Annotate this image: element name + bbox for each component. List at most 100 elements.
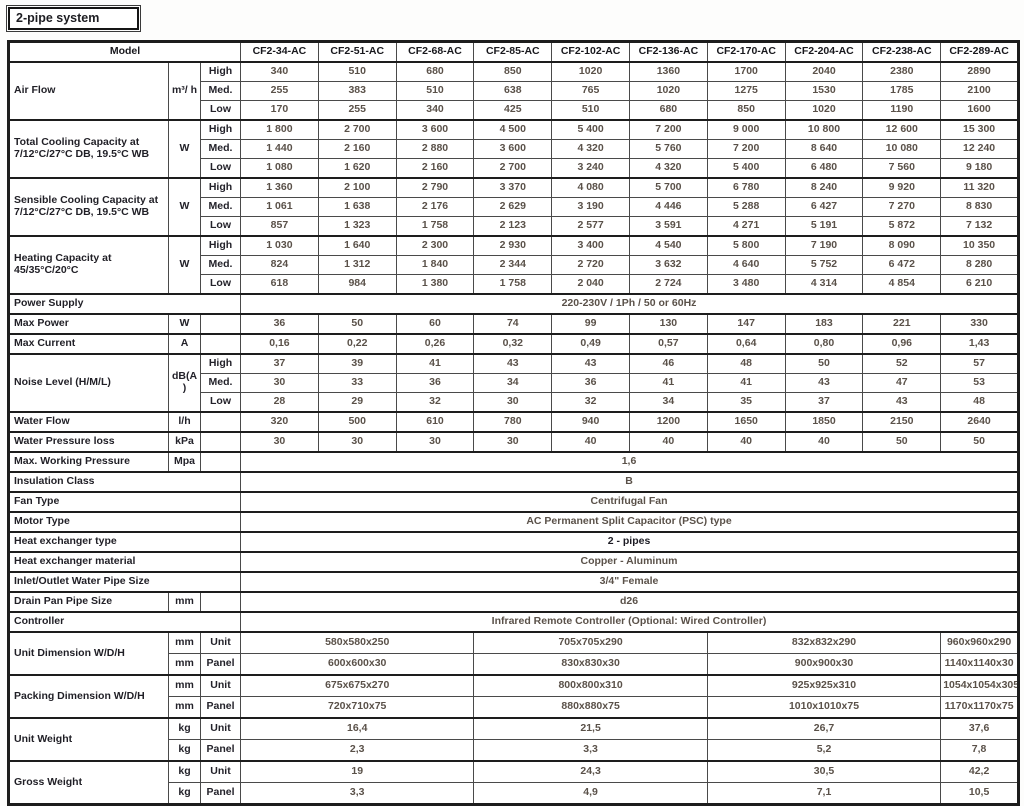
value-cell: 3 591 [629, 216, 708, 237]
value-cell: 1650 [706, 411, 786, 433]
value-cell: 425 [473, 100, 553, 121]
value-cell: 7 560 [862, 158, 942, 179]
speed-cell: Low [199, 274, 242, 295]
value-cell: 35 [706, 392, 786, 413]
group-value-cell: 675x675x270 [240, 674, 475, 697]
value-cell: 1 758 [473, 274, 553, 295]
model-column-header: CF2-68-AC [395, 40, 475, 63]
row-label: Max. Working Pressure [8, 451, 169, 473]
speed-cell: High [199, 119, 242, 140]
value-cell: 3 600 [473, 139, 553, 159]
span-value-cell: 3/4" Female [240, 571, 1019, 593]
model-column-header: CF2-136-AC [629, 40, 708, 63]
value-cell: 1850 [784, 411, 864, 433]
value-cell: 5 872 [862, 216, 942, 237]
value-cell: 680 [395, 61, 475, 82]
value-cell: 7 200 [629, 119, 708, 140]
value-cell: 4 500 [473, 119, 553, 140]
value-cell: 6 210 [940, 274, 1019, 295]
value-cell: 850 [473, 61, 553, 82]
value-cell: 9 000 [706, 119, 786, 140]
speed-cell [199, 411, 242, 433]
value-cell: 1 312 [317, 255, 397, 275]
unit-cell: W [168, 119, 201, 179]
span-value-cell: 2 - pipes [240, 531, 1019, 553]
value-cell: 5 800 [706, 235, 786, 256]
value-cell: 984 [317, 274, 397, 295]
unit-panel-tag-cell: Panel [199, 739, 242, 762]
value-cell: 510 [551, 100, 630, 121]
value-cell: 2 700 [473, 158, 553, 179]
value-cell: 12 600 [862, 119, 942, 140]
value-cell: 765 [551, 81, 630, 101]
value-cell: 2890 [940, 61, 1019, 82]
speed-cell: High [199, 177, 242, 198]
value-cell: 2 176 [395, 197, 475, 217]
value-cell: 43 [784, 373, 864, 393]
value-cell: 618 [240, 274, 319, 295]
value-cell: 2 629 [473, 197, 553, 217]
value-cell: 1 800 [240, 119, 319, 140]
value-cell: 0,32 [473, 333, 553, 355]
span-value-cell: 220-230V / 1Ph / 50 or 60Hz [240, 293, 1019, 315]
value-cell: 10 080 [862, 139, 942, 159]
speed-cell [199, 451, 242, 473]
value-cell: 36 [551, 373, 630, 393]
group-value-cell: 7,1 [706, 782, 942, 805]
unit-cell: dB(A ) [168, 353, 201, 413]
row-label: Gross Weight [8, 760, 169, 805]
group-value-cell: 580x580x250 [240, 631, 475, 654]
unit-cell: W [168, 235, 201, 295]
value-cell: 6 780 [706, 177, 786, 198]
value-cell: 36 [240, 313, 319, 335]
row-label: Air Flow [8, 61, 169, 121]
value-cell: 34 [629, 392, 708, 413]
group-value-cell: 832x832x290 [706, 631, 942, 654]
value-cell: 1 030 [240, 235, 319, 256]
span-value-cell: d26 [240, 591, 1019, 613]
unit-cell: W [168, 177, 201, 237]
row-label: Heat exchanger material [7, 551, 242, 573]
sheet-title: 2-pipe system [5, 5, 142, 32]
model-column-header: CF2-34-AC [240, 40, 319, 63]
value-cell: 30 [240, 431, 319, 453]
model-column-header: CF2-51-AC [317, 40, 397, 63]
model-column-header: CF2-85-AC [473, 40, 553, 63]
value-cell: 2 720 [551, 255, 630, 275]
unit-cell: kg [168, 717, 201, 740]
value-cell: 2 123 [473, 216, 553, 237]
value-cell: 40 [629, 431, 708, 453]
value-cell: 4 080 [551, 177, 630, 198]
group-value-cell: 42,2 [940, 760, 1019, 783]
value-cell: 30 [473, 431, 553, 453]
value-cell: 0,16 [240, 333, 319, 355]
value-cell: 9 920 [862, 177, 942, 198]
model-column-header: CF2-238-AC [862, 40, 942, 63]
value-cell: 6 480 [784, 158, 864, 179]
unit-panel-tag-cell: Unit [199, 717, 242, 740]
group-value-cell: 1140x1140x30 [940, 653, 1019, 676]
value-cell: 1 360 [240, 177, 319, 198]
value-cell: 52 [862, 353, 942, 374]
value-cell: 2 100 [317, 177, 397, 198]
speed-cell [199, 333, 242, 355]
value-cell: 1275 [706, 81, 786, 101]
value-cell: 1020 [784, 100, 864, 121]
value-cell: 10 350 [940, 235, 1019, 256]
unit-panel-tag-cell: Unit [199, 674, 242, 697]
group-value-cell: 960x960x290 [940, 631, 1019, 654]
unit-cell: mm [168, 631, 201, 654]
group-value-cell: 925x925x310 [706, 674, 942, 697]
speed-cell: Med. [199, 373, 242, 393]
value-cell: 43 [473, 353, 553, 374]
value-cell: 1600 [940, 100, 1019, 121]
value-cell: 40 [551, 431, 630, 453]
value-cell: 41 [706, 373, 786, 393]
value-cell: 4 540 [629, 235, 708, 256]
value-cell: 43 [862, 392, 942, 413]
value-cell: 43 [551, 353, 630, 374]
value-cell: 0,22 [317, 333, 397, 355]
group-value-cell: 5,2 [706, 739, 942, 762]
value-cell: 5 752 [784, 255, 864, 275]
value-cell: 2 300 [395, 235, 475, 256]
